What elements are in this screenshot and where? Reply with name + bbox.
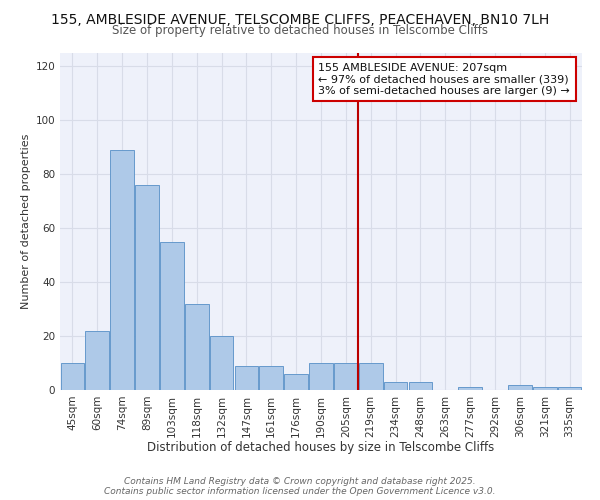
Bar <box>110 150 134 390</box>
Y-axis label: Number of detached properties: Number of detached properties <box>21 134 31 309</box>
Bar <box>61 363 84 390</box>
Bar <box>309 363 333 390</box>
Bar <box>185 304 209 390</box>
Bar <box>409 382 432 390</box>
X-axis label: Distribution of detached houses by size in Telscombe Cliffs: Distribution of detached houses by size … <box>148 441 494 454</box>
Text: Contains HM Land Registry data © Crown copyright and database right 2025.
Contai: Contains HM Land Registry data © Crown c… <box>104 476 496 496</box>
Bar <box>458 388 482 390</box>
Bar <box>160 242 184 390</box>
Text: 155, AMBLESIDE AVENUE, TELSCOMBE CLIFFS, PEACEHAVEN, BN10 7LH: 155, AMBLESIDE AVENUE, TELSCOMBE CLIFFS,… <box>51 12 549 26</box>
Bar <box>533 388 557 390</box>
Text: Size of property relative to detached houses in Telscombe Cliffs: Size of property relative to detached ho… <box>112 24 488 37</box>
Bar <box>259 366 283 390</box>
Bar <box>235 366 258 390</box>
Bar <box>85 330 109 390</box>
Bar <box>210 336 233 390</box>
Bar <box>359 363 383 390</box>
Bar <box>284 374 308 390</box>
Bar <box>384 382 407 390</box>
Text: 155 AMBLESIDE AVENUE: 207sqm
← 97% of detached houses are smaller (339)
3% of se: 155 AMBLESIDE AVENUE: 207sqm ← 97% of de… <box>319 62 570 96</box>
Bar <box>508 384 532 390</box>
Bar <box>135 185 159 390</box>
Bar <box>558 388 581 390</box>
Bar <box>334 363 358 390</box>
